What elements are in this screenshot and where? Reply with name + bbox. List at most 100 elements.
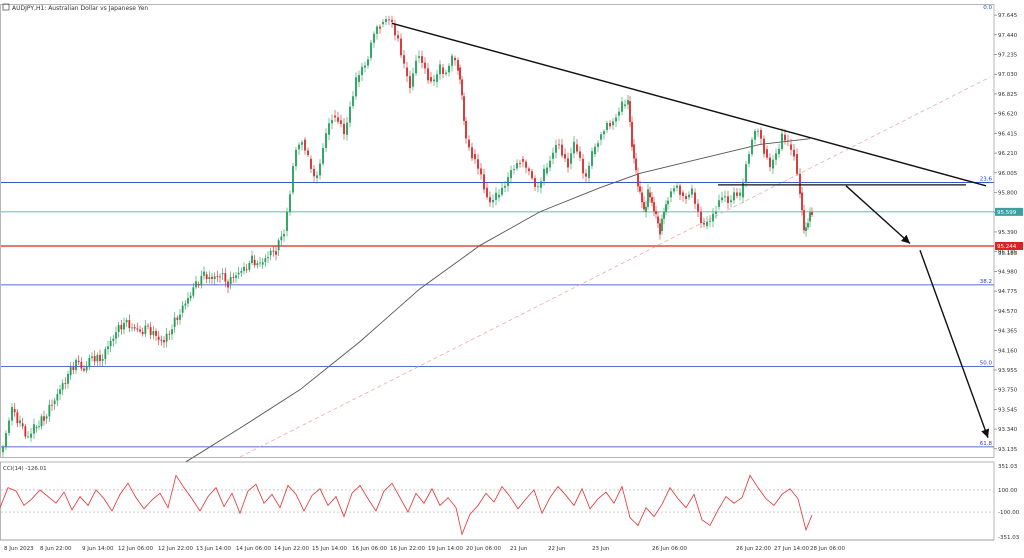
x-tick-label: 23 Jun bbox=[592, 546, 610, 552]
candle-body bbox=[91, 356, 93, 359]
chart-header: AUDJPY,H1: Australian Dollar vs Japanese… bbox=[2, 3, 148, 12]
cci-tick-label: -351.03 bbox=[998, 535, 1020, 541]
x-tick-label: 16 Jun 22:00 bbox=[390, 546, 425, 552]
candle-body bbox=[176, 317, 179, 320]
candle-body bbox=[237, 272, 240, 275]
candle-body bbox=[661, 218, 663, 231]
candle-body bbox=[304, 139, 306, 151]
candle-body bbox=[211, 276, 213, 279]
candle-body bbox=[205, 274, 208, 280]
candle-body bbox=[757, 130, 759, 132]
y-tick-label: 93.135 bbox=[998, 447, 1018, 453]
candle-body bbox=[195, 281, 197, 288]
x-tick-label: 27 Jun 14:00 bbox=[774, 546, 809, 552]
x-tick-label: 9 Jun 14:00 bbox=[82, 546, 114, 552]
candle-body bbox=[451, 55, 453, 66]
candle-body bbox=[454, 57, 456, 61]
candle-body bbox=[772, 159, 774, 169]
fib-level-label: 50.0 bbox=[980, 361, 993, 367]
candle-body bbox=[319, 163, 321, 176]
candle-body bbox=[442, 67, 444, 75]
candle-body bbox=[561, 144, 563, 156]
candle-body bbox=[412, 73, 414, 87]
candle-body bbox=[72, 367, 75, 371]
candle-body bbox=[483, 174, 485, 190]
candle-body bbox=[310, 158, 312, 169]
candle-body bbox=[197, 283, 200, 286]
candle-body bbox=[468, 139, 470, 148]
candle-body bbox=[5, 433, 7, 447]
candle-body bbox=[727, 196, 729, 204]
candle-body bbox=[117, 324, 120, 332]
candle-body bbox=[651, 197, 653, 203]
candle-body bbox=[649, 192, 651, 198]
x-tick-label: 20 Jun 06:00 bbox=[466, 546, 501, 552]
candle-body bbox=[340, 120, 342, 124]
candle-body bbox=[152, 331, 155, 335]
candle-body bbox=[83, 368, 85, 371]
candle-body bbox=[510, 170, 512, 179]
candle-body bbox=[513, 169, 515, 171]
candle-body bbox=[492, 199, 494, 203]
candle-body bbox=[144, 325, 147, 335]
candle-body bbox=[522, 158, 524, 162]
candle-body bbox=[171, 329, 173, 335]
candle-body bbox=[801, 192, 803, 211]
candle-body bbox=[807, 223, 809, 228]
candle-body bbox=[631, 121, 633, 147]
candle-body bbox=[579, 151, 581, 158]
candle-body bbox=[430, 77, 432, 82]
candle-body bbox=[385, 19, 387, 22]
candle-body bbox=[641, 192, 643, 203]
candle-body bbox=[88, 358, 91, 367]
candle-body bbox=[504, 185, 506, 188]
candle-body bbox=[289, 194, 291, 212]
candle-body bbox=[56, 394, 59, 401]
candle-body bbox=[585, 173, 587, 177]
x-tick-label: 12 Jun 22:00 bbox=[158, 546, 193, 552]
candle-body bbox=[157, 336, 160, 340]
candle-body bbox=[38, 426, 40, 428]
candle-body bbox=[751, 139, 753, 155]
cci-label: CCI(14) -126.01 bbox=[3, 466, 47, 472]
y-tick-label: 97.235 bbox=[998, 53, 1018, 59]
candle-body bbox=[21, 423, 24, 427]
candle-body bbox=[277, 240, 280, 251]
candle-body bbox=[594, 146, 596, 155]
candle-body bbox=[269, 250, 272, 256]
candle-body bbox=[739, 192, 741, 196]
cci-line bbox=[0, 474, 813, 536]
y-tick-label: 95.390 bbox=[998, 230, 1018, 236]
candle-body bbox=[474, 154, 476, 160]
candle-body bbox=[667, 200, 669, 205]
candle-body bbox=[155, 331, 157, 336]
candle-body bbox=[379, 26, 381, 29]
candle-body bbox=[33, 424, 35, 434]
candle-body bbox=[59, 389, 61, 395]
candle-body bbox=[316, 175, 318, 179]
candle-body bbox=[703, 223, 705, 225]
candle-body bbox=[397, 35, 399, 39]
candle-body bbox=[495, 192, 497, 200]
candle-body bbox=[187, 297, 189, 304]
candle-body bbox=[107, 346, 109, 350]
candle-body bbox=[364, 65, 366, 68]
x-tick-label: 14 Jun 06:00 bbox=[236, 546, 271, 552]
fib-level-label: 23.6 bbox=[980, 176, 993, 182]
candle-body bbox=[189, 295, 192, 299]
candle-body bbox=[736, 192, 738, 196]
candle-body bbox=[75, 359, 77, 371]
candle-body bbox=[763, 138, 765, 154]
moving-average-line bbox=[185, 138, 811, 463]
candle-body bbox=[361, 66, 363, 76]
candle-body bbox=[439, 64, 441, 75]
candle-body bbox=[742, 182, 744, 198]
red-price-tag: 95.244 bbox=[997, 244, 1017, 250]
candle-body bbox=[261, 262, 264, 265]
candle-body bbox=[461, 79, 463, 96]
candle-body bbox=[295, 149, 297, 167]
candle-body bbox=[724, 196, 726, 198]
candle-body bbox=[639, 186, 641, 192]
